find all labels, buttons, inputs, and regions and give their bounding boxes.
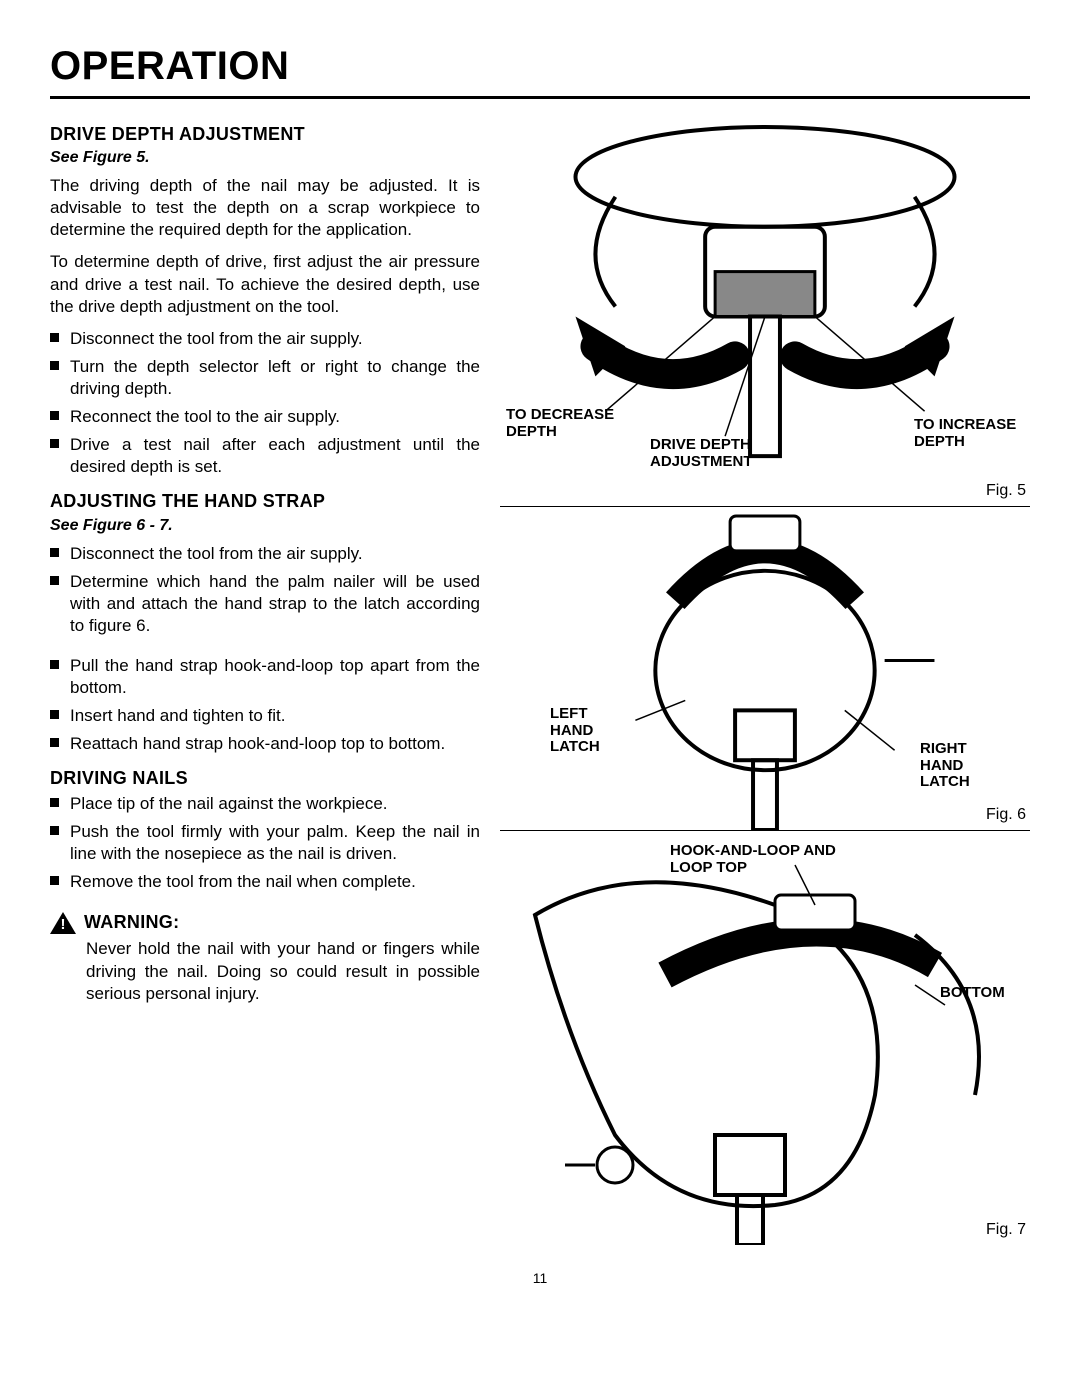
warning-label: WARNING: <box>84 911 179 934</box>
drive-depth-list: Disconnect the tool from the air supply.… <box>50 328 480 479</box>
warning-header: WARNING: <box>50 911 480 934</box>
callout-hook-and-loop-top: HOOK-AND-LOOP AND LOOP TOP <box>670 843 870 876</box>
warning-block: WARNING: Never hold the nail with your h… <box>50 911 480 1005</box>
figure-5-caption: Fig. 5 <box>986 481 1026 502</box>
list-item: Insert hand and tighten to fit. <box>50 705 480 727</box>
hand-strap-list-1: Disconnect the tool from the air supply.… <box>50 543 480 637</box>
list-item: Push the tool firmly with your palm. Kee… <box>50 821 480 865</box>
list-item: Reconnect the tool to the air supply. <box>50 406 480 428</box>
list-item: Pull the hand strap hook-and-loop top ap… <box>50 655 480 699</box>
page-title: OPERATION <box>50 40 1030 99</box>
hand-strap-list-2: Pull the hand strap hook-and-loop top ap… <box>50 655 480 755</box>
see-figure-6-7: See Figure 6 - 7. <box>50 516 480 537</box>
figure-7-caption: Fig. 7 <box>986 1220 1026 1241</box>
callout-drive-depth-adjustment: DRIVE DEPTH ADJUSTMENT <box>650 437 790 470</box>
driving-nails-list: Place tip of the nail against the workpi… <box>50 793 480 893</box>
warning-text: Never hold the nail with your hand or fi… <box>50 938 480 1004</box>
content-columns: DRIVE DEPTH ADJUSTMENT See Figure 5. The… <box>50 117 1030 1249</box>
figure-6-caption: Fig. 6 <box>986 805 1026 826</box>
figure-7: HOOK-AND-LOOP AND LOOP TOP BOTTOM Fig. 7 <box>500 835 1030 1245</box>
list-item: Disconnect the tool from the air supply. <box>50 543 480 565</box>
page-number: 11 <box>50 1269 1030 1287</box>
callout-bottom: BOTTOM <box>940 985 1020 1002</box>
figure-5: TO DECREASE DEPTH TO INCREASE DEPTH DRIV… <box>500 117 1030 507</box>
heading-driving-nails: DRIVING NAILS <box>50 767 480 790</box>
figure-7-illustration <box>500 835 1030 1245</box>
list-item: Place tip of the nail against the workpi… <box>50 793 480 815</box>
heading-drive-depth: DRIVE DEPTH ADJUSTMENT <box>50 123 480 146</box>
list-item: Drive a test nail after each adjustment … <box>50 434 480 478</box>
drive-depth-p2: To determine depth of drive, first adjus… <box>50 251 480 317</box>
callout-decrease-depth: TO DECREASE DEPTH <box>506 407 626 440</box>
callout-increase-depth: TO INCREASE DEPTH <box>914 417 1024 450</box>
callout-right-hand-latch: RIGHT HAND LATCH <box>920 741 990 791</box>
heading-hand-strap: ADJUSTING THE HAND STRAP <box>50 490 480 513</box>
see-figure-5: See Figure 5. <box>50 148 480 169</box>
figure-6: LEFT HAND LATCH RIGHT HAND LATCH Fig. 6 <box>500 511 1030 831</box>
list-item: Turn the depth selector left or right to… <box>50 356 480 400</box>
left-column: DRIVE DEPTH ADJUSTMENT See Figure 5. The… <box>50 117 480 1249</box>
right-column: TO DECREASE DEPTH TO INCREASE DEPTH DRIV… <box>500 117 1030 1249</box>
callout-left-hand-latch: LEFT HAND LATCH <box>550 706 620 756</box>
list-item: Disconnect the tool from the air supply. <box>50 328 480 350</box>
list-item: Determine which hand the palm nailer wil… <box>50 571 480 637</box>
list-item: Remove the tool from the nail when compl… <box>50 871 480 893</box>
warning-icon <box>50 912 76 934</box>
list-item: Reattach hand strap hook-and-loop top to… <box>50 733 480 755</box>
drive-depth-p1: The driving depth of the nail may be adj… <box>50 175 480 241</box>
